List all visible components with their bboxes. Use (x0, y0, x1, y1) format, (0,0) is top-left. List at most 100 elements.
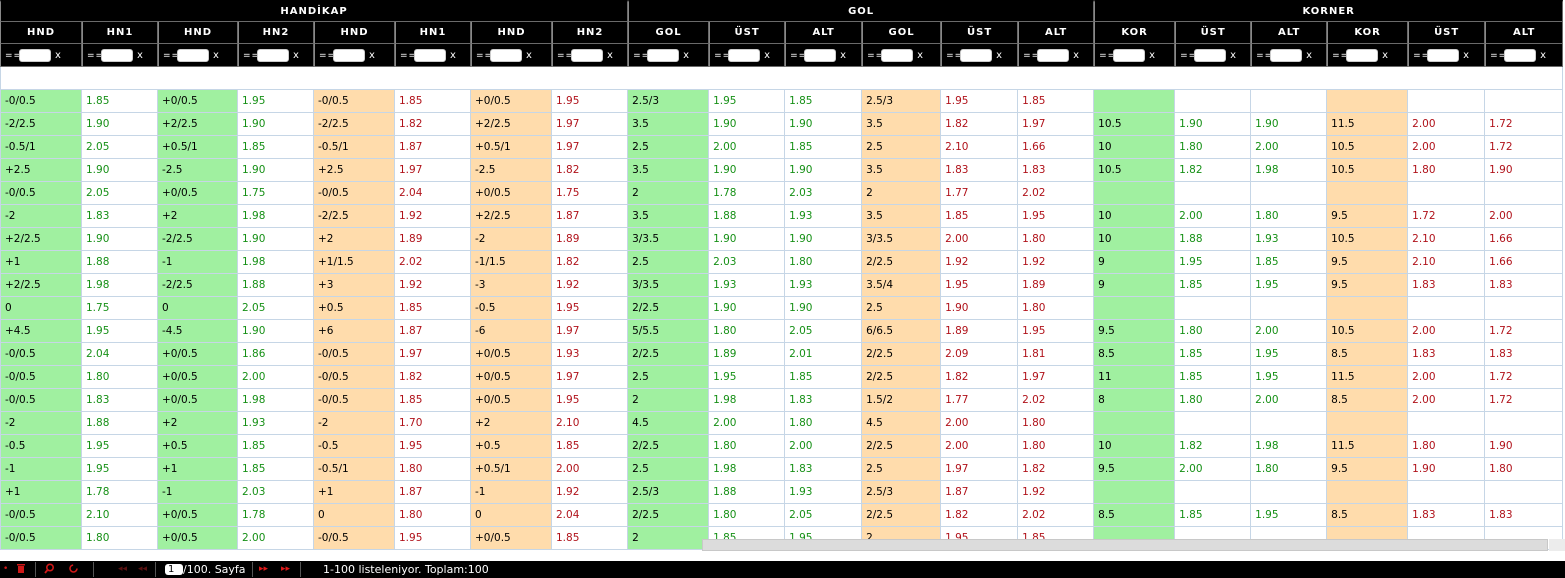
table-cell[interactable]: 2.5 (628, 366, 710, 389)
table-row[interactable]: -0/0.5 1.85 +0/0.5 1.95 -0/0.5 1.85 +0/0.5 1.95… (0, 90, 1564, 113)
table-cell[interactable]: 1.93 (785, 481, 863, 504)
table-cell[interactable]: 1.89 (709, 343, 786, 366)
table-cell[interactable]: 1.98 (709, 458, 786, 481)
table-cell[interactable]: 2.5 (862, 136, 942, 159)
table-cell[interactable]: +0/0.5 (158, 527, 238, 550)
table-cell[interactable]: 2/2.5 (862, 343, 942, 366)
table-cell[interactable]: 1.83 (1408, 504, 1486, 527)
table-cell[interactable]: 1.88 (1175, 228, 1252, 251)
table-cell[interactable]: 1.95 (941, 274, 1019, 297)
table-cell[interactable]: 1.93 (1251, 228, 1328, 251)
table-cell[interactable]: 1.82 (941, 504, 1019, 527)
filter-clear-button[interactable]: x (607, 49, 614, 61)
filter-operator-button[interactable]: == (319, 51, 337, 61)
table-cell[interactable]: 2 (628, 389, 710, 412)
table-cell[interactable]: 1.85 (1175, 366, 1252, 389)
filter-input[interactable] (19, 48, 51, 62)
table-cell[interactable]: +0/0.5 (471, 90, 552, 113)
table-cell[interactable]: 10 (1094, 435, 1176, 458)
table-cell[interactable] (1251, 90, 1328, 113)
table-cell[interactable]: +0/0.5 (471, 182, 552, 205)
table-cell[interactable]: 1.90 (709, 159, 786, 182)
first-page-icon[interactable]: ◂◂ (118, 564, 128, 574)
table-cell[interactable]: 1.92 (395, 274, 471, 297)
table-cell[interactable]: -0/0.5 (314, 389, 395, 412)
table-cell[interactable] (1485, 481, 1564, 504)
table-cell[interactable]: 2.09 (941, 343, 1019, 366)
filter-clear-button[interactable]: x (450, 49, 457, 61)
table-cell[interactable]: 2/2.5 (862, 366, 942, 389)
table-cell[interactable]: 2.5 (628, 458, 710, 481)
table-cell[interactable] (1327, 182, 1409, 205)
table-cell[interactable]: 1.85 (552, 435, 629, 458)
filter-clear-button[interactable]: x (840, 49, 847, 61)
table-cell[interactable]: 1.85 (941, 205, 1019, 228)
column-header[interactable]: ÜST (709, 22, 786, 44)
table-cell[interactable]: 2 (862, 182, 942, 205)
table-cell[interactable]: 1.83 (1485, 343, 1564, 366)
table-cell[interactable]: 3.5/4 (862, 274, 942, 297)
table-cell[interactable]: 1.80 (82, 527, 158, 550)
table-cell[interactable]: 2.5 (628, 251, 710, 274)
table-cell[interactable]: 1.83 (82, 205, 158, 228)
table-cell[interactable]: 1.87 (395, 320, 471, 343)
table-cell[interactable] (1485, 297, 1564, 320)
table-cell[interactable]: 2.00 (785, 435, 863, 458)
table-cell[interactable]: 10.5 (1094, 113, 1176, 136)
table-cell[interactable]: 9 (1094, 251, 1176, 274)
table-cell[interactable]: 2.03 (785, 182, 863, 205)
table-cell[interactable] (1175, 297, 1252, 320)
table-cell[interactable]: 1.85 (552, 527, 629, 550)
filter-clear-button[interactable]: x (1382, 49, 1390, 61)
table-cell[interactable]: 1.80 (1018, 228, 1095, 251)
table-cell[interactable] (1408, 297, 1486, 320)
table-cell[interactable] (1251, 481, 1328, 504)
table-cell[interactable]: 2.03 (238, 481, 314, 504)
table-cell[interactable]: 1.85 (785, 136, 863, 159)
filter-clear-button[interactable]: x (764, 49, 771, 61)
filter-clear-button[interactable]: x (996, 49, 1003, 61)
filter-clear-button[interactable]: x (1306, 49, 1314, 61)
table-cell[interactable]: 1.5/2 (862, 389, 942, 412)
table-cell[interactable]: 5/5.5 (628, 320, 710, 343)
table-cell[interactable]: 10.5 (1327, 136, 1409, 159)
filter-input[interactable] (960, 48, 993, 62)
filter-input[interactable] (1427, 48, 1460, 62)
table-cell[interactable]: 2.00 (1408, 113, 1486, 136)
table-cell[interactable]: 10 (1094, 136, 1176, 159)
table-cell[interactable]: 2.5/3 (862, 90, 942, 113)
table-cell[interactable] (1408, 412, 1486, 435)
column-header[interactable]: ALT (1251, 22, 1328, 44)
table-cell[interactable]: -3 (471, 274, 552, 297)
filter-operator-button[interactable]: == (867, 51, 885, 61)
table-cell[interactable]: -2 (0, 412, 82, 435)
table-cell[interactable]: 2 (628, 527, 710, 550)
table-cell[interactable]: 3.5 (628, 113, 710, 136)
table-cell[interactable]: 2.00 (1251, 320, 1328, 343)
table-cell[interactable]: 1.83 (1485, 274, 1564, 297)
table-cell[interactable]: 1.89 (552, 228, 629, 251)
table-cell[interactable]: 1.80 (1251, 205, 1328, 228)
table-cell[interactable]: 1.80 (1408, 159, 1486, 182)
table-cell[interactable]: 2.00 (1408, 366, 1486, 389)
column-header[interactable]: HN2 (552, 22, 629, 44)
filter-operator-button[interactable]: == (163, 51, 181, 61)
table-cell[interactable]: 1.95 (709, 366, 786, 389)
table-cell[interactable]: +0/0.5 (471, 389, 552, 412)
table-cell[interactable]: +0.5/1 (471, 136, 552, 159)
table-cell[interactable]: 1.80 (709, 504, 786, 527)
table-cell[interactable]: 2.00 (1408, 389, 1486, 412)
table-cell[interactable]: 2/2.5 (862, 504, 942, 527)
table-cell[interactable]: 2.03 (709, 251, 786, 274)
table-cell[interactable]: 9.5 (1094, 320, 1176, 343)
table-cell[interactable]: +1/1.5 (314, 251, 395, 274)
table-cell[interactable]: -2/2.5 (314, 205, 395, 228)
table-cell[interactable]: 1.97 (395, 343, 471, 366)
table-cell[interactable] (1327, 90, 1409, 113)
table-cell[interactable]: 2.5 (862, 458, 942, 481)
column-header[interactable]: GOL (628, 22, 710, 44)
table-cell[interactable]: -0/0.5 (314, 182, 395, 205)
table-cell[interactable]: 1.89 (395, 228, 471, 251)
table-cell[interactable]: +1 (158, 458, 238, 481)
table-cell[interactable]: 3.5 (862, 205, 942, 228)
